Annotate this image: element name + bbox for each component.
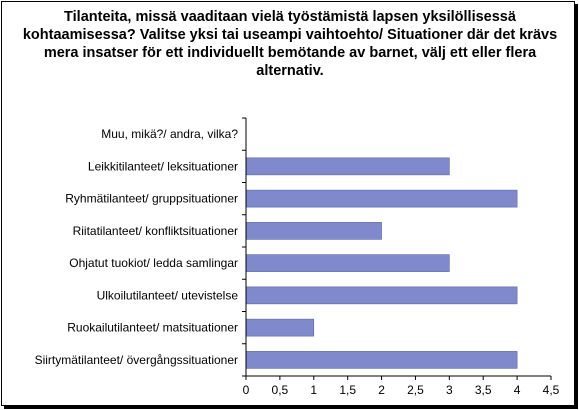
category-label-1: Leikkitilanteet/ leksituationer [88, 159, 238, 173]
category-label-2: Ryhmätilanteet/ gruppsituationer [65, 192, 238, 206]
category-label-4: Ohjatut tuokiot/ ledda samlingar [69, 256, 238, 270]
bar-2 [245, 189, 518, 208]
bar-3 [245, 222, 382, 240]
x-tick-label-3: 1,5 [339, 383, 356, 397]
bar-5 [245, 286, 518, 305]
category-label-0: Muu, mikä?/ andra, vilka? [101, 127, 238, 141]
category-label-7: Siirtymätilanteet/ övergångssituationer [35, 353, 238, 367]
x-tick-label-6: 3 [446, 383, 453, 397]
bar-1 [245, 157, 450, 176]
x-tick-label-0: 0 [243, 383, 250, 397]
x-tick-label-4: 2 [378, 383, 385, 397]
bar-6 [245, 318, 315, 337]
bar-4 [245, 254, 450, 272]
bar-7 [245, 351, 518, 369]
category-label-6: Ruokailutilanteet/ matsituationer [67, 321, 238, 335]
x-tick-label-8: 4 [514, 383, 521, 397]
x-tick-label-5: 2,5 [407, 383, 424, 397]
category-label-3: Riitatilanteet/ konfliktsituationer [73, 224, 238, 238]
x-tick-label-1: 0,5 [272, 383, 289, 397]
x-tick-label-9: 4,5 [543, 383, 560, 397]
chart-title: Tilanteita, missä vaaditaan vielä työstä… [22, 9, 558, 79]
x-tick-label-2: 1 [310, 383, 317, 397]
category-label-5: Ulkoilutilanteet/ utevistelse [97, 288, 239, 302]
x-tick-label-7: 3,5 [475, 383, 492, 397]
